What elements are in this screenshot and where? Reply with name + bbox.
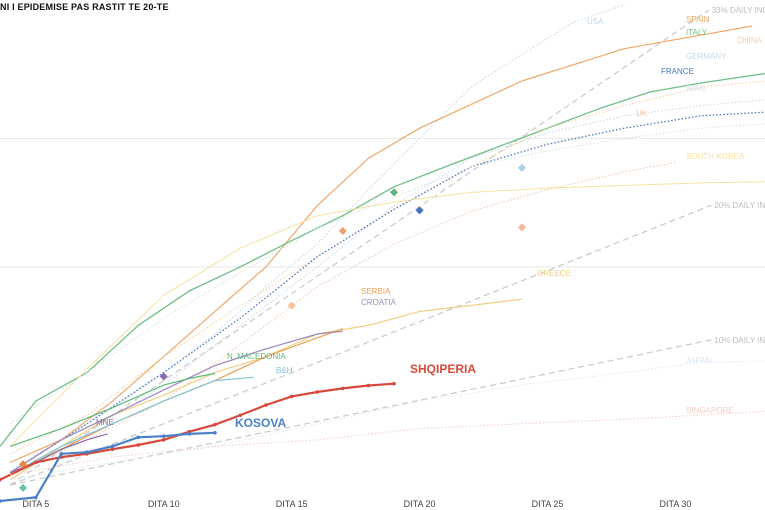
series-line-b-h (9, 376, 254, 476)
data-point-kosova (213, 430, 217, 435)
series-label-italy: ITALY (686, 28, 708, 37)
data-point-shqiperia (315, 390, 320, 394)
data-point-shqiperia (341, 386, 345, 391)
data-point-kosova (136, 435, 140, 440)
series-label-serbia: SERBIA (361, 287, 391, 296)
series-label-south-korea: SOUTH KOREA (686, 152, 745, 161)
series-label-croatia: CROATIA (361, 298, 397, 307)
data-point-shqiperia (34, 460, 38, 465)
series-line-iran (9, 123, 765, 425)
series-label-japan: JAPAN (686, 356, 711, 365)
series-label-n-macedonia: N. MACEDONIA (227, 352, 286, 361)
series-label-mne: MNE (96, 418, 114, 427)
chart-title: NI I EPIDEMISE PAS RASTIT TE 20-TE (0, 2, 169, 12)
series-label-greece: GREECE (537, 269, 571, 278)
gridlines (0, 137, 765, 268)
data-point-kosova (0, 499, 2, 503)
marker-uk (517, 223, 526, 232)
series-labels: 33% DAILY INCREA 20% DAILY INCREA 10% DAIL… (96, 6, 765, 430)
series-line-south-korea (9, 181, 765, 447)
data-point-shqiperia (264, 403, 268, 407)
marker-serbia (19, 460, 28, 469)
x-tick-label: DITA 15 (276, 499, 308, 509)
series-label-usa: USA (587, 17, 604, 26)
data-point-shqiperia (110, 447, 115, 452)
series-line-spain (9, 25, 753, 463)
data-point-shqiperia (213, 422, 217, 427)
data-point-shqiperia (366, 383, 371, 388)
marker-spain (338, 227, 347, 236)
data-point-shqiperia (392, 381, 396, 386)
reference-label-20-daily-increase: 20% DAILY INCREA (714, 201, 765, 210)
series-label-germany: GERMANY (686, 52, 727, 61)
data-point-kosova (59, 451, 64, 456)
series-label-kosova: KOSOVA (235, 416, 286, 430)
series-label-singapore: SINGAPORE (686, 406, 734, 415)
series-line-croatia (9, 330, 343, 474)
series-line-italy (0, 72, 765, 447)
data-point-shqiperia (136, 443, 140, 447)
marker-germany (287, 301, 296, 310)
x-tick-label: DITA 10 (148, 499, 180, 509)
data-point-shqiperia (161, 437, 166, 442)
series-line-japan (10, 360, 765, 481)
reference-label-33-daily-increase: 33% DAILY INCREA (712, 6, 765, 15)
marker-b-h (19, 483, 28, 492)
markers (19, 163, 526, 492)
series-label-spain: SPAIN (686, 15, 710, 24)
series-line-uk (9, 161, 676, 476)
marker-usa (517, 163, 526, 172)
marker-italy (390, 188, 399, 197)
series-label-shqiperia: SHQIPERIA (410, 362, 476, 376)
series-lines (0, 4, 765, 503)
reference-line-33-daily-increase (9, 9, 710, 486)
marker-france (415, 206, 424, 215)
data-point-kosova (110, 444, 115, 449)
data-point-shqiperia (0, 477, 2, 482)
data-point-kosova (34, 495, 38, 500)
x-tick-label: DITA 20 (404, 499, 436, 509)
series-line-usa (9, 4, 625, 471)
series-line-n-macedonia (10, 372, 216, 447)
data-point-shqiperia (289, 394, 294, 399)
series-label-china: CHINA (737, 36, 763, 45)
x-axis-ticks: DITA 5 DITA 10 DITA 15 DITA 20 DITA 25 DITA 3… (22, 499, 691, 509)
reference-lines (9, 9, 712, 486)
marker-n-macedonia (159, 372, 168, 381)
series-label-uk: UK (636, 109, 648, 118)
series-label-b-h: B&H (276, 366, 293, 375)
reference-label-10-daily-increase: 10% DAILY INCREA (714, 336, 765, 345)
series-line-shqiperia (0, 382, 395, 481)
data-point-kosova (161, 434, 166, 438)
series-line-china (9, 80, 765, 455)
x-tick-label: DITA 30 (660, 499, 692, 509)
x-tick-label: DITA 5 (22, 499, 49, 509)
series-label-iran: IRAN (686, 84, 705, 93)
series-label-france: FRANCE (661, 67, 694, 76)
data-point-shqiperia (238, 413, 243, 417)
reference-line-20-daily-increase (9, 204, 712, 486)
reference-line-10-daily-increase (10, 339, 712, 486)
x-tick-label: DITA 25 (532, 499, 564, 509)
data-point-kosova (187, 432, 192, 436)
series-line-france (9, 111, 765, 474)
data-point-kosova (85, 450, 89, 455)
